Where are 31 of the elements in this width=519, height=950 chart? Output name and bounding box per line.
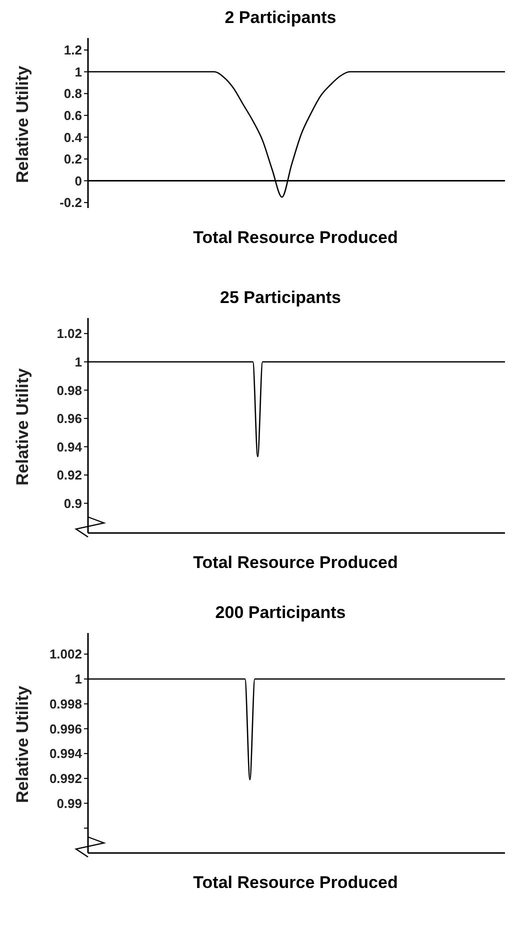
y-axis-title: Relative Utility: [13, 368, 32, 486]
y-tick-label: 1.2: [64, 42, 82, 58]
y-tick-label: 1: [74, 64, 82, 80]
y-tick-label: 0.98: [56, 382, 82, 398]
chart-title: 200 Participants: [214, 603, 347, 623]
x-axis-title: Total Resource Produced: [192, 553, 399, 573]
y-tick-label: 1.02: [56, 326, 82, 342]
y-tick-label: 0: [74, 173, 82, 188]
y-tick-label: 0.2: [64, 152, 82, 167]
y-tick-label: 0.94: [56, 439, 83, 454]
y-axis-title: Relative Utility: [13, 65, 32, 183]
chart-title: 25 Participants: [219, 288, 342, 308]
y-tick-label: 0.96: [56, 411, 82, 426]
y-tick-label: 0.92: [56, 468, 82, 483]
y-tick-label: 0.992: [49, 771, 82, 786]
y-tick-label: 0.996: [49, 721, 82, 736]
x-axis-title: Total Resource Produced: [192, 873, 399, 893]
y-tick-label: -0.2: [60, 195, 82, 210]
y-tick-label: 0.99: [56, 796, 82, 811]
y-axis-title: Relative Utility: [13, 685, 32, 803]
x-axis-title: Total Resource Produced: [192, 228, 399, 248]
y-tick-label: 0.9: [64, 496, 82, 511]
y-tick-label: 0.6: [64, 108, 82, 123]
y-tick-label: 1: [74, 354, 82, 370]
y-tick-label: 1: [74, 672, 82, 687]
y-tick-label: 0.8: [64, 86, 82, 102]
chart-title: 2 Participants: [224, 8, 338, 28]
y-tick-label: 0.994: [49, 746, 83, 762]
y-tick-label: 0.4: [64, 130, 83, 145]
y-tick-label: 1.002: [49, 646, 82, 662]
y-tick-label: 0.998: [49, 696, 82, 712]
